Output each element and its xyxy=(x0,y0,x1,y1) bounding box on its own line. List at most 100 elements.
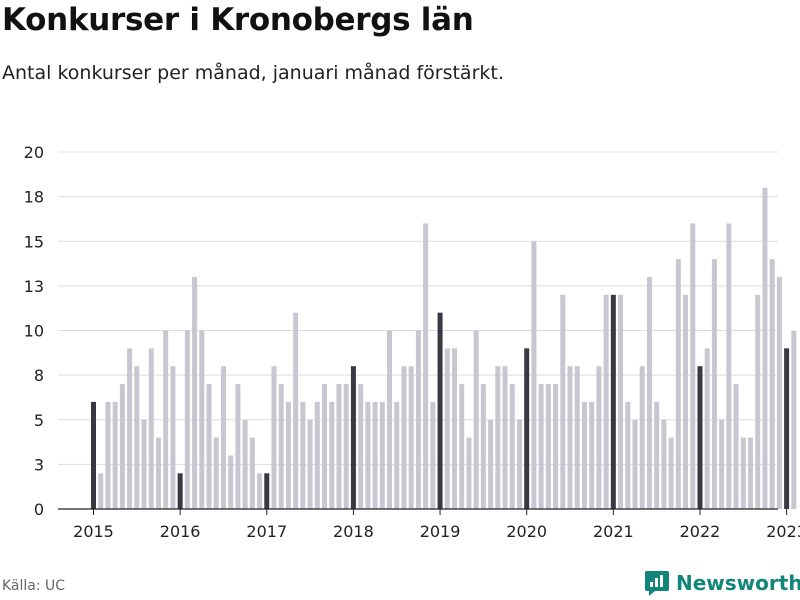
bar xyxy=(119,384,125,509)
x-axis: 2015201620172018201920202021202220232024 xyxy=(58,508,800,541)
bar xyxy=(314,401,320,509)
x-tick-label: 2015 xyxy=(73,522,114,541)
bar xyxy=(192,276,198,509)
bar xyxy=(343,384,349,509)
brand-name: Newsworthy xyxy=(676,571,800,595)
bar xyxy=(560,294,566,509)
bar xyxy=(740,437,746,509)
bar xyxy=(408,366,414,509)
bar xyxy=(264,473,270,509)
bar xyxy=(350,366,356,509)
bar xyxy=(293,312,299,509)
chart-title: Konkurser i Kronobergs län xyxy=(2,2,474,38)
y-tick-label: 18 xyxy=(24,188,44,207)
bar xyxy=(776,276,782,509)
bar xyxy=(632,419,638,509)
bar xyxy=(213,437,219,509)
bar xyxy=(704,348,710,509)
bar xyxy=(639,366,645,509)
bar xyxy=(683,294,689,509)
newsworthy-logo[interactable]: Newsworthy xyxy=(644,569,800,597)
y-tick-label: 20 xyxy=(24,143,44,162)
bar xyxy=(791,330,797,509)
bar xyxy=(711,259,717,509)
y-tick-label: 15 xyxy=(24,232,44,251)
y-tick-label: 13 xyxy=(24,277,44,296)
y-tick-label: 8 xyxy=(34,366,44,385)
bar xyxy=(545,384,551,509)
bar xyxy=(177,473,183,509)
bar xyxy=(538,384,544,509)
bar xyxy=(249,437,255,509)
bar xyxy=(654,401,660,509)
bar xyxy=(726,223,732,509)
bar xyxy=(437,312,443,509)
bar xyxy=(733,384,739,509)
x-tick-label: 2020 xyxy=(506,522,547,541)
bar xyxy=(278,384,284,509)
bar xyxy=(610,294,616,509)
bar xyxy=(466,437,472,509)
bar xyxy=(719,419,725,509)
bar xyxy=(668,437,674,509)
bar xyxy=(155,437,161,509)
bar xyxy=(112,401,118,509)
bar xyxy=(423,223,429,509)
bar xyxy=(567,366,573,509)
x-tick-label: 2018 xyxy=(333,522,374,541)
bar xyxy=(755,294,761,509)
bar xyxy=(134,366,140,509)
bar xyxy=(148,348,154,509)
bar xyxy=(618,294,624,509)
bar xyxy=(581,401,587,509)
bar xyxy=(589,401,595,509)
bar xyxy=(300,401,306,509)
bar xyxy=(596,366,602,509)
x-tick-label: 2016 xyxy=(160,522,201,541)
bar xyxy=(603,294,609,509)
bar xyxy=(329,401,335,509)
bar xyxy=(336,384,342,509)
chart-subtitle: Antal konkurser per månad, januari månad… xyxy=(2,62,504,84)
x-tick-label: 2017 xyxy=(246,522,287,541)
bar xyxy=(206,384,212,509)
bar xyxy=(697,366,703,509)
bar xyxy=(748,437,754,509)
bar xyxy=(495,366,501,509)
bar xyxy=(762,187,768,509)
bar xyxy=(430,401,436,509)
bar xyxy=(220,366,226,509)
bar xyxy=(235,384,241,509)
bar xyxy=(322,384,328,509)
bar xyxy=(452,348,457,509)
y-tick-label: 5 xyxy=(34,411,44,430)
bar xyxy=(553,384,559,509)
x-tick-label: 2021 xyxy=(593,522,634,541)
y-axis-ticks: 0 3 5 8 10 13 15 18 20 xyxy=(24,143,44,519)
bar xyxy=(488,419,494,509)
bar xyxy=(661,419,667,509)
bar xyxy=(184,330,190,509)
bar xyxy=(401,366,407,509)
bar xyxy=(646,276,652,509)
bar xyxy=(163,330,169,509)
y-tick-label: 3 xyxy=(34,455,44,474)
y-tick-label: 0 xyxy=(34,500,44,519)
x-tick-label: 2023 xyxy=(766,522,800,541)
bar xyxy=(394,401,400,509)
bar xyxy=(199,330,205,509)
bar xyxy=(91,401,96,509)
bar xyxy=(105,401,111,509)
bar xyxy=(531,241,537,509)
bar xyxy=(98,473,104,509)
bar xyxy=(415,330,421,509)
bar xyxy=(769,259,775,509)
source-note: Källa: UC xyxy=(2,578,66,594)
bar xyxy=(502,366,508,509)
bar xyxy=(379,401,385,509)
x-tick-label: 2022 xyxy=(680,522,721,541)
bar xyxy=(387,330,393,509)
bar xyxy=(271,366,277,509)
bars xyxy=(91,187,797,509)
